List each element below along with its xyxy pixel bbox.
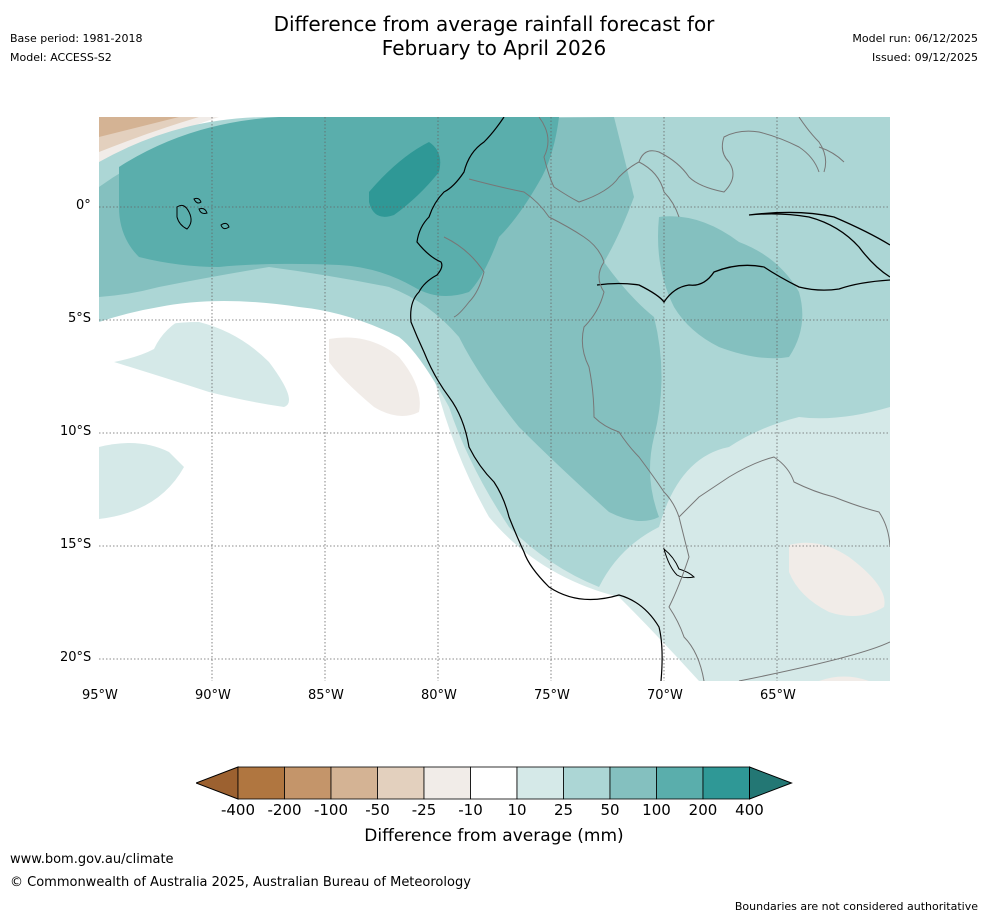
lon-tick-70w: 70°W xyxy=(647,688,683,703)
colorbar-tick-label: 50 xyxy=(600,801,620,819)
amazon-river xyxy=(596,264,890,304)
galapagos-islands xyxy=(176,197,230,230)
colorbar-segment xyxy=(656,766,704,800)
colorbar xyxy=(196,766,793,800)
neutral-region xyxy=(114,315,189,362)
gridlines xyxy=(99,117,890,681)
model-text: Model: ACCESS-S2 xyxy=(10,51,112,64)
contour-50-100-east xyxy=(658,216,803,359)
colorbar-tick-label: 400 xyxy=(735,801,764,819)
lon-tick-65w: 65°W xyxy=(760,688,796,703)
coastline xyxy=(410,117,663,681)
colorbar-title: Difference from average (mm) xyxy=(364,826,624,846)
dry-patch-southeast xyxy=(819,676,869,681)
colorbar-tick-label: 200 xyxy=(688,801,718,819)
title-line-1: Difference from average rainfall forecas… xyxy=(273,12,715,36)
rainfall-map xyxy=(99,117,890,681)
lat-tick-0: 0° xyxy=(76,198,91,213)
colorbar-segment xyxy=(330,766,378,800)
amazon-delta xyxy=(748,211,890,278)
contour-100-200 xyxy=(119,117,559,296)
base-period-text: Base period: 1981-2018 xyxy=(10,32,143,45)
issued-text: Issued: 09/12/2025 xyxy=(871,51,978,64)
lon-tick-80w: 80°W xyxy=(421,688,457,703)
lon-tick-85w: 85°W xyxy=(308,688,344,703)
colorbar-segment xyxy=(516,766,564,800)
copyright-text: © Commonwealth of Australia 2025, Austra… xyxy=(10,875,471,890)
country-borders xyxy=(443,117,890,681)
colorbar-segment xyxy=(702,766,750,800)
title-line-2: February to April 2026 xyxy=(381,36,607,60)
contour-10-25-south xyxy=(99,443,184,519)
colorbar-tick-label: -50 xyxy=(365,801,390,819)
dry-patch-west xyxy=(329,337,420,416)
colorbar-tick-label: -200 xyxy=(267,801,302,819)
colorbar-segment xyxy=(563,766,611,800)
colorbar-tick-label: 100 xyxy=(642,801,671,819)
colorbar-tick-label: -25 xyxy=(411,801,437,819)
colorbar-tick-label: 25 xyxy=(553,801,574,819)
contour-200-400 xyxy=(369,142,441,217)
colorbar-tick-label: -10 xyxy=(458,801,483,819)
colorbar-tick-label: -400 xyxy=(220,801,256,819)
dry-anomaly-topleft xyxy=(99,117,219,162)
colorbar-tick-label: -100 xyxy=(313,801,349,819)
contour-10-25-west xyxy=(114,322,289,407)
boundaries-disclaimer: Boundaries are not considered authoritat… xyxy=(734,900,978,913)
lat-tick-20s: 20°S xyxy=(60,650,92,665)
map-title: Difference from average rainfall forecas… xyxy=(0,12,988,60)
colorbar-segment xyxy=(377,766,425,800)
colorbar-tick-label: 10 xyxy=(507,801,527,819)
lat-tick-15s: 15°S xyxy=(60,537,92,552)
colorbar-extend-high xyxy=(749,766,793,800)
lat-tick-5s: 5°S xyxy=(68,311,92,326)
colorbar-extend-low xyxy=(196,766,239,800)
lake-titicaca xyxy=(663,547,696,579)
colorbar-segment xyxy=(284,766,332,800)
model-run-text: Model run: 06/12/2025 xyxy=(852,32,978,45)
colorbar-segment xyxy=(423,766,471,800)
lon-tick-90w: 90°W xyxy=(195,688,231,703)
colorbar-segment xyxy=(609,766,657,800)
dry-patch-east xyxy=(789,542,885,616)
lat-tick-10s: 10°S xyxy=(60,424,92,439)
colorbar-segment xyxy=(470,766,518,800)
bom-url: www.bom.gov.au/climate xyxy=(10,852,174,867)
lon-tick-95w: 95°W xyxy=(82,688,118,703)
lon-tick-75w: 75°W xyxy=(534,688,570,703)
colorbar-segment xyxy=(237,766,285,800)
